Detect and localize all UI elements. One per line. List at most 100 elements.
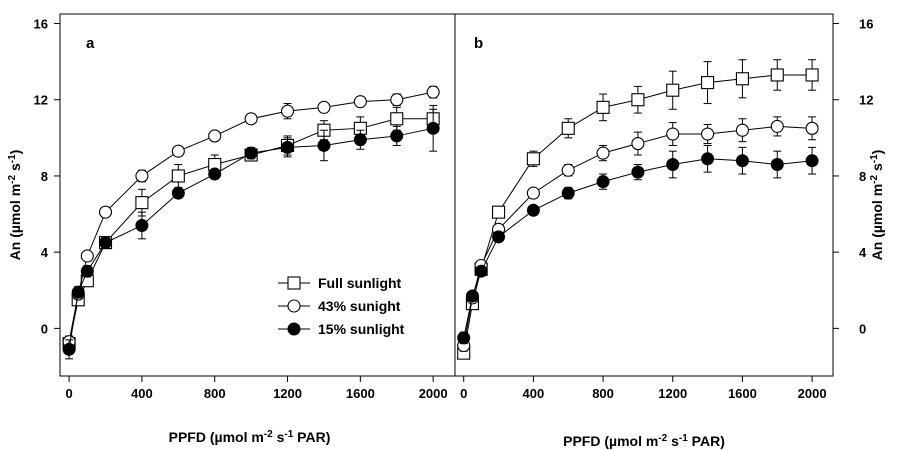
data-point-circle-filled — [99, 236, 113, 250]
data-point-circle-filled — [666, 158, 680, 172]
x-tick-label: 1600 — [346, 386, 375, 401]
series-square-open — [457, 59, 819, 360]
data-point-square — [735, 72, 749, 86]
data-point-circle-filled — [805, 154, 819, 168]
x-tick-label: 0 — [460, 386, 467, 401]
data-point-circle-filled — [135, 218, 149, 232]
data-point-circle-filled — [561, 186, 575, 200]
panel-a: 0 400 800 1200 1600 2000 0 4 8 12 16 a PPFD (µmol m-… — [7, 13, 456, 445]
y-tick-label: 16 — [34, 17, 48, 32]
data-point-circle-open — [287, 299, 301, 313]
data-point-circle-filled — [735, 154, 749, 168]
data-point-square — [390, 112, 404, 126]
legend-label: 43% sunight — [318, 298, 401, 314]
data-point-circle-filled — [287, 322, 301, 336]
data-point-circle-open — [631, 137, 645, 151]
legend-label: 15% sunlight — [318, 321, 405, 337]
y-tick-label: 12 — [34, 93, 48, 108]
y-tick-label: 4 — [41, 245, 49, 260]
data-point-circle-filled — [62, 342, 76, 356]
x-tick-label: 1200 — [273, 386, 302, 401]
data-point-circle-filled — [492, 230, 506, 244]
data-point-square — [171, 169, 185, 183]
plot-frame — [454, 13, 834, 377]
data-point-circle-filled — [244, 146, 258, 160]
data-point-circle-filled — [80, 264, 94, 278]
x-axis-title: PPFD (µmol m-2 s-1 PAR) — [563, 433, 725, 449]
panel-letter: b — [474, 35, 483, 52]
series-square-open — [62, 106, 440, 352]
y-tick-label: 8 — [41, 169, 48, 184]
y-tick-label: 4 — [859, 245, 867, 260]
data-point-circle-filled — [474, 264, 488, 278]
data-point-square — [805, 68, 819, 82]
data-point-circle-open — [596, 146, 610, 160]
data-point-circle-filled — [71, 285, 85, 299]
data-point-circle-open — [208, 129, 222, 143]
data-point-circle-open — [80, 249, 94, 263]
data-point-circle-open — [561, 163, 575, 177]
data-point-square — [666, 83, 680, 97]
x-tick-label: 1200 — [658, 386, 687, 401]
data-point-square — [561, 121, 575, 135]
data-point-circle-filled — [390, 129, 404, 143]
series-circle-filled — [457, 144, 819, 345]
y-axis-title: An (µmol m-2 s-1) — [869, 150, 885, 261]
x-tick-label: 400 — [131, 386, 153, 401]
y-tick-label: 8 — [859, 169, 866, 184]
data-point-square — [526, 152, 540, 166]
y-tick-label: 0 — [859, 321, 866, 336]
data-point-circle-open — [390, 93, 404, 107]
data-point-circle-open — [135, 169, 149, 183]
x-tick-label: 1600 — [728, 386, 757, 401]
x-tick-label: 400 — [523, 386, 545, 401]
series-line — [463, 125, 813, 346]
data-point-square — [701, 76, 715, 90]
data-point-square — [287, 276, 301, 290]
data-point-square — [491, 205, 506, 219]
data-point-circle-filled — [457, 331, 471, 345]
legend: Full sunlight 43% sunight 15% sunlight — [278, 275, 405, 337]
data-point-circle-filled — [171, 186, 185, 200]
data-point-circle-open — [244, 112, 258, 126]
data-point-square — [770, 68, 784, 82]
x-tick-label: 2000 — [798, 386, 827, 401]
data-point-circle-open — [426, 85, 440, 99]
data-point-circle-filled — [526, 203, 540, 217]
data-point-square — [631, 93, 645, 107]
y-tick-label: 16 — [859, 17, 873, 32]
data-point-circle-filled — [353, 133, 367, 147]
data-point-circle-filled — [701, 152, 715, 166]
data-point-circle-filled — [631, 165, 645, 179]
legend-label: Full sunlight — [318, 275, 402, 291]
data-point-circle-open — [280, 104, 295, 118]
panel-b: 0 400 800 1200 1600 2000 0 4 8 12 16 b PPFD (µmol m-… — [454, 13, 885, 449]
data-point-square — [596, 100, 610, 114]
y-axis-title: An (µmol m-2 s-1) — [7, 150, 23, 261]
data-point-circle-filled — [465, 289, 479, 303]
x-axis-title: PPFD (µmol m-2 s-1 PAR) — [169, 429, 331, 445]
data-point-square — [135, 196, 149, 210]
data-point-circle-filled — [208, 167, 222, 181]
x-tick-label: 2000 — [419, 386, 448, 401]
series-line — [463, 74, 813, 354]
data-point-circle-open — [735, 123, 749, 137]
data-point-circle-open — [317, 100, 331, 114]
x-tick-label: 800 — [204, 386, 226, 401]
data-point-circle-filled — [281, 140, 295, 154]
data-point-circle-open — [98, 205, 113, 219]
data-point-circle-filled — [426, 121, 440, 135]
data-point-circle-open — [526, 186, 540, 200]
x-tick-label: 800 — [592, 386, 614, 401]
data-point-circle-filled — [770, 158, 784, 172]
data-point-circle-open — [171, 144, 185, 158]
data-point-circle-open — [770, 119, 784, 133]
y-tick-label: 12 — [859, 93, 873, 108]
data-point-circle-open — [353, 95, 367, 109]
series-circle-filled — [62, 104, 440, 360]
data-point-circle-open — [701, 127, 715, 141]
series-circle-open — [62, 85, 440, 349]
series-circle-open — [457, 116, 819, 353]
x-tick-label: 0 — [65, 386, 72, 401]
